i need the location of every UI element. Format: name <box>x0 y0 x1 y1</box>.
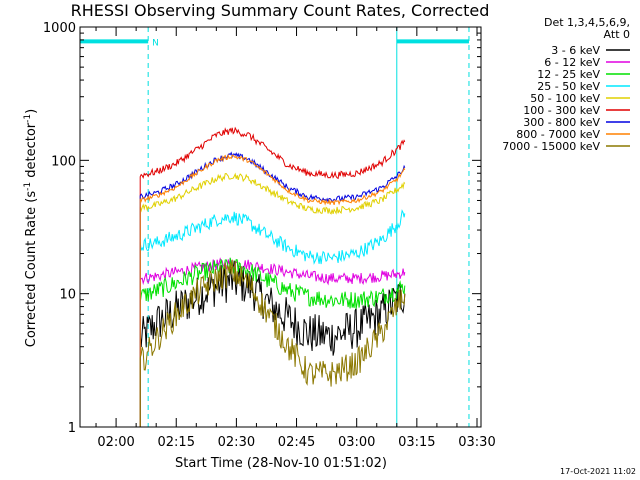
y-tick-label: 1 <box>68 421 76 436</box>
y-tick-label: 100 <box>51 154 76 169</box>
x-tick-label: 02:30 <box>218 435 255 450</box>
attenuator-marker: N <box>152 38 159 48</box>
series-line-7 <box>139 153 406 427</box>
series-layer <box>139 126 406 427</box>
chart-title: RHESSI Observing Summary Count Rates, Co… <box>71 1 490 20</box>
series-line-2 <box>139 257 406 427</box>
series-line-5 <box>139 126 406 427</box>
series-line-8 <box>139 259 406 427</box>
x-axis: 02:00 02:15 02:30 02:45 03:00 03:15 03:30 <box>95 27 496 450</box>
y-axis: 1 10 100 1000 <box>43 21 481 436</box>
plot-frame <box>79 26 482 428</box>
legend-entry-label: 300 - 800 keV <box>523 116 600 129</box>
series-line-1 <box>139 257 406 427</box>
y-tick-label: 1000 <box>43 21 76 36</box>
legend-entry-label: 6 - 12 keV <box>544 56 600 69</box>
series-line-3 <box>139 209 406 427</box>
y-tick-label: 10 <box>59 288 76 303</box>
legend-entry-label: 7000 - 15000 keV <box>502 140 600 153</box>
x-tick-label: 02:00 <box>97 435 134 450</box>
x-tick-label: 02:15 <box>158 435 195 450</box>
series-line-4 <box>139 172 406 427</box>
footer-timestamp: 17-Oct-2021 11:02 <box>560 467 636 476</box>
legend-entry-label: 25 - 50 keV <box>537 80 600 93</box>
legend-entry-label: 50 - 100 keV <box>530 92 600 105</box>
x-tick-label: 03:30 <box>458 435 495 450</box>
legend-entry-label: 12 - 25 keV <box>537 68 600 81</box>
series-line-6 <box>139 151 406 427</box>
legend-header-line-1: Det 1,3,4,5,6,9, <box>544 16 630 29</box>
legend-entry-label: 800 - 7000 keV <box>516 128 600 141</box>
legend-header-line-2: Att 0 <box>604 28 630 41</box>
x-tick-label: 03:15 <box>398 435 435 450</box>
legend-entry-label: 3 - 6 keV <box>551 44 600 57</box>
legend-entry-label: 100 - 300 keV <box>523 104 600 117</box>
x-axis-label: Start Time (28-Nov-10 01:51:02) <box>175 456 387 471</box>
y-axis-label: Corrected Count Rate (s-1 detector-1) <box>23 109 39 347</box>
x-tick-label: 02:45 <box>278 435 315 450</box>
x-tick-label: 03:00 <box>338 435 375 450</box>
